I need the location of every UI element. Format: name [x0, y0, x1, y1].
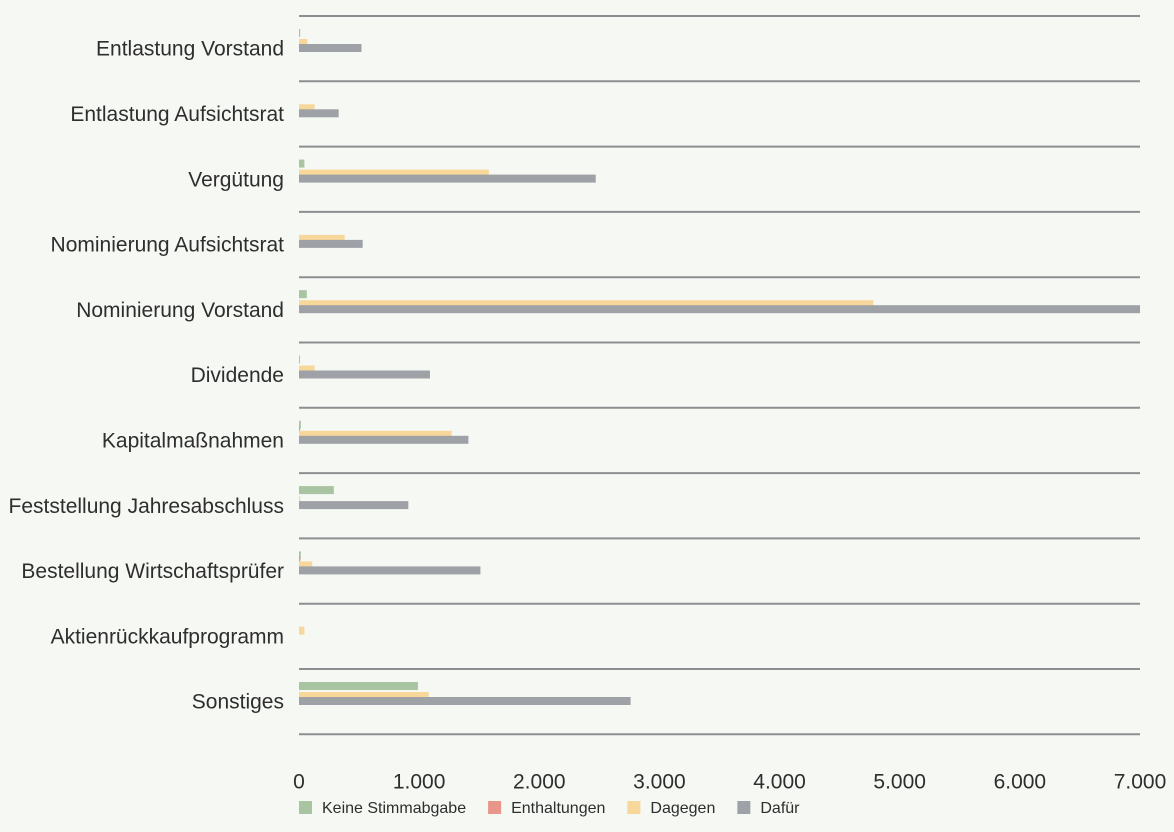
bar-dagegen-entlastung-vorstand	[299, 39, 308, 47]
legend-label-enthaltungen: Enthaltungen	[511, 800, 605, 817]
x-tick-label: 3.000	[633, 770, 686, 793]
category-label-sonstiges: Sonstiges	[192, 691, 284, 714]
bar-dafuer-sonstiges	[299, 697, 631, 705]
legend-label-dafuer: Dafür	[760, 800, 800, 817]
category-label-feststellung-jahresabschluss: Feststellung Jahresabschluss	[9, 495, 284, 518]
bar-enthaltungen-bestellung-wirtschaftspruefer	[299, 556, 301, 565]
bar-keine-stimmabgabe-feststellung-jahresabschluss	[299, 486, 334, 495]
bar-keine-stimmabgabe-sonstiges	[299, 682, 418, 690]
category-label-aktienrueckkaufprogramm: Aktienrückkaufprogramm	[51, 625, 284, 648]
bar-dagegen-nominierung-aufsichtsrat	[299, 234, 345, 243]
bar-dagegen-nominierung-vorstand	[299, 300, 874, 309]
bar-dafuer-verguetung	[299, 174, 596, 183]
bar-dagegen-kapitalmassnahmen	[299, 430, 452, 439]
legend-swatch-dagegen	[627, 801, 641, 814]
x-tick-label: 2.000	[513, 770, 566, 793]
bar-keine-stimmabgabe-entlastung-vorstand	[299, 29, 301, 37]
bar-dagegen-verguetung	[299, 169, 489, 178]
bar-dafuer-nominierung-aufsichtsrat	[299, 239, 363, 248]
bar-keine-stimmabgabe-bestellung-wirtschaftspruefer	[299, 551, 301, 560]
category-label-verguetung: Vergütung	[188, 168, 284, 191]
legend-swatch-keine-stimmabgabe	[299, 801, 312, 814]
bars	[299, 29, 1140, 705]
bar-keine-stimmabgabe-dividende	[299, 355, 300, 364]
category-labels: Entlastung Vorstand Entlastung Aufsichtsr…	[9, 38, 285, 714]
legend-label-dagegen: Dagegen	[650, 800, 715, 817]
bar-dagegen-dividende	[299, 365, 315, 374]
category-separators	[299, 15, 1140, 736]
category-label-nominierung-vorstand: Nominierung Vorstand	[76, 299, 284, 322]
x-tick-label: 4.000	[753, 770, 806, 793]
legend-swatch-enthaltungen	[488, 801, 502, 814]
bar-dagegen-entlastung-aufsichtsrat	[299, 104, 315, 113]
bar-dafuer-feststellung-jahresabschluss	[299, 501, 409, 510]
bar-enthaltungen-kapitalmassnahmen	[299, 425, 300, 434]
bar-dagegen-sonstiges	[299, 692, 429, 700]
bar-dafuer-kapitalmassnahmen	[299, 435, 469, 444]
x-tick-label: 1.000	[393, 770, 446, 793]
bar-dagegen-feststellung-jahresabschluss	[299, 496, 301, 505]
legend-swatch-dafuer	[737, 801, 751, 814]
category-label-bestellung-wirtschaftspruefer: Bestellung Wirtschaftsprüfer	[21, 560, 284, 583]
bar-dafuer-bestellung-wirtschaftspruefer	[299, 566, 481, 575]
legend: Keine Stimmabgabe Enthaltungen Dagegen Dafü…	[299, 800, 800, 817]
bar-dafuer-entlastung-vorstand	[299, 44, 362, 52]
x-tick-label: 5.000	[873, 770, 926, 793]
category-label-entlastung-vorstand: Entlastung Vorstand	[96, 38, 284, 61]
bar-keine-stimmabgabe-kapitalmassnahmen	[299, 420, 301, 429]
category-label-entlastung-aufsichtsrat: Entlastung Aufsichtsrat	[70, 103, 284, 126]
bar-keine-stimmabgabe-verguetung	[299, 159, 305, 168]
x-axis-tick-labels: 0 1.000 2.000 3.000 4.000 5.000 6.000 7.000	[293, 770, 1166, 793]
x-tick-label: 7.000	[1114, 770, 1167, 793]
category-label-nominierung-aufsichtsrat: Nominierung Aufsichtsrat	[51, 234, 285, 257]
bar-dafuer-dividende	[299, 370, 430, 379]
bar-keine-stimmabgabe-nominierung-vorstand	[299, 290, 307, 299]
category-label-kapitalmassnahmen: Kapitalmaßnahmen	[102, 429, 284, 452]
bar-dafuer-nominierung-vorstand	[299, 305, 1140, 314]
x-tick-label: 0	[293, 770, 305, 793]
bar-dagegen-aktienrueckkaufprogramm	[299, 626, 305, 635]
legend-label-keine-stimmabgabe: Keine Stimmabgabe	[322, 800, 466, 817]
bar-dagegen-bestellung-wirtschaftspruefer	[299, 561, 313, 570]
x-tick-label: 6.000	[994, 770, 1047, 793]
category-label-dividende: Dividende	[191, 364, 284, 387]
bar-dafuer-entlastung-aufsichtsrat	[299, 109, 339, 118]
